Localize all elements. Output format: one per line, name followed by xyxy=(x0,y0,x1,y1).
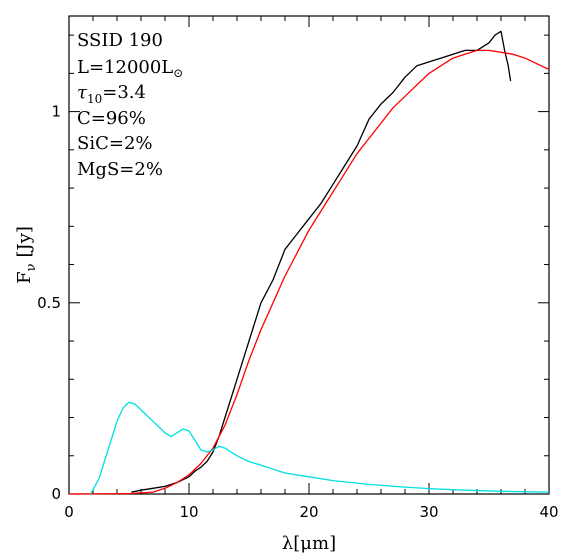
y-tick-label: 0.5 xyxy=(37,294,61,312)
x-tick-label: 30 xyxy=(419,503,438,521)
x-axis-label: λ[μm] xyxy=(282,533,336,554)
y-axis-label: Fν [Jy] xyxy=(14,226,39,284)
series-layer xyxy=(68,30,550,495)
y-axis-label-sub: ν xyxy=(24,263,39,271)
x-tick-label: 10 xyxy=(179,503,198,521)
annotation-luminosity-symbol: ⊙ xyxy=(173,66,183,80)
x-tick-label: 40 xyxy=(539,503,558,521)
annotation-sic: SiC=2% xyxy=(77,133,153,154)
annotation-tau: τ10=3.4 xyxy=(77,82,146,106)
stellar-component-line xyxy=(90,401,550,495)
annotation-luminosity-value: L=12000L xyxy=(77,57,173,78)
annotation-carbon: C=96% xyxy=(77,108,146,129)
annotation-tau-symbol: τ xyxy=(77,82,88,103)
annotation-ssid: SSID 190 xyxy=(77,30,163,51)
tick-labels: 0 10 20 30 40 0 0.5 1 xyxy=(37,103,558,521)
annotation-tau-sub: 10 xyxy=(87,92,102,106)
x-tick-label: 20 xyxy=(299,503,318,521)
model-fit-line xyxy=(68,49,550,495)
x-tick-label: 0 xyxy=(64,503,74,521)
observed-spectrum-line xyxy=(131,30,512,493)
y-tick-label: 1 xyxy=(51,103,61,121)
y-axis-label-unit: [Jy] xyxy=(14,226,35,257)
annotation-mgs: MgS=2% xyxy=(77,159,163,180)
annotation-block: SSID 190 L=12000L⊙ τ10=3.4 C=96% SiC=2% … xyxy=(77,30,183,180)
y-axis-label-main: F xyxy=(14,271,35,284)
annotation-tau-value: =3.4 xyxy=(102,82,146,103)
y-tick-label: 0 xyxy=(51,485,61,503)
annotation-luminosity: L=12000L⊙ xyxy=(77,57,183,80)
